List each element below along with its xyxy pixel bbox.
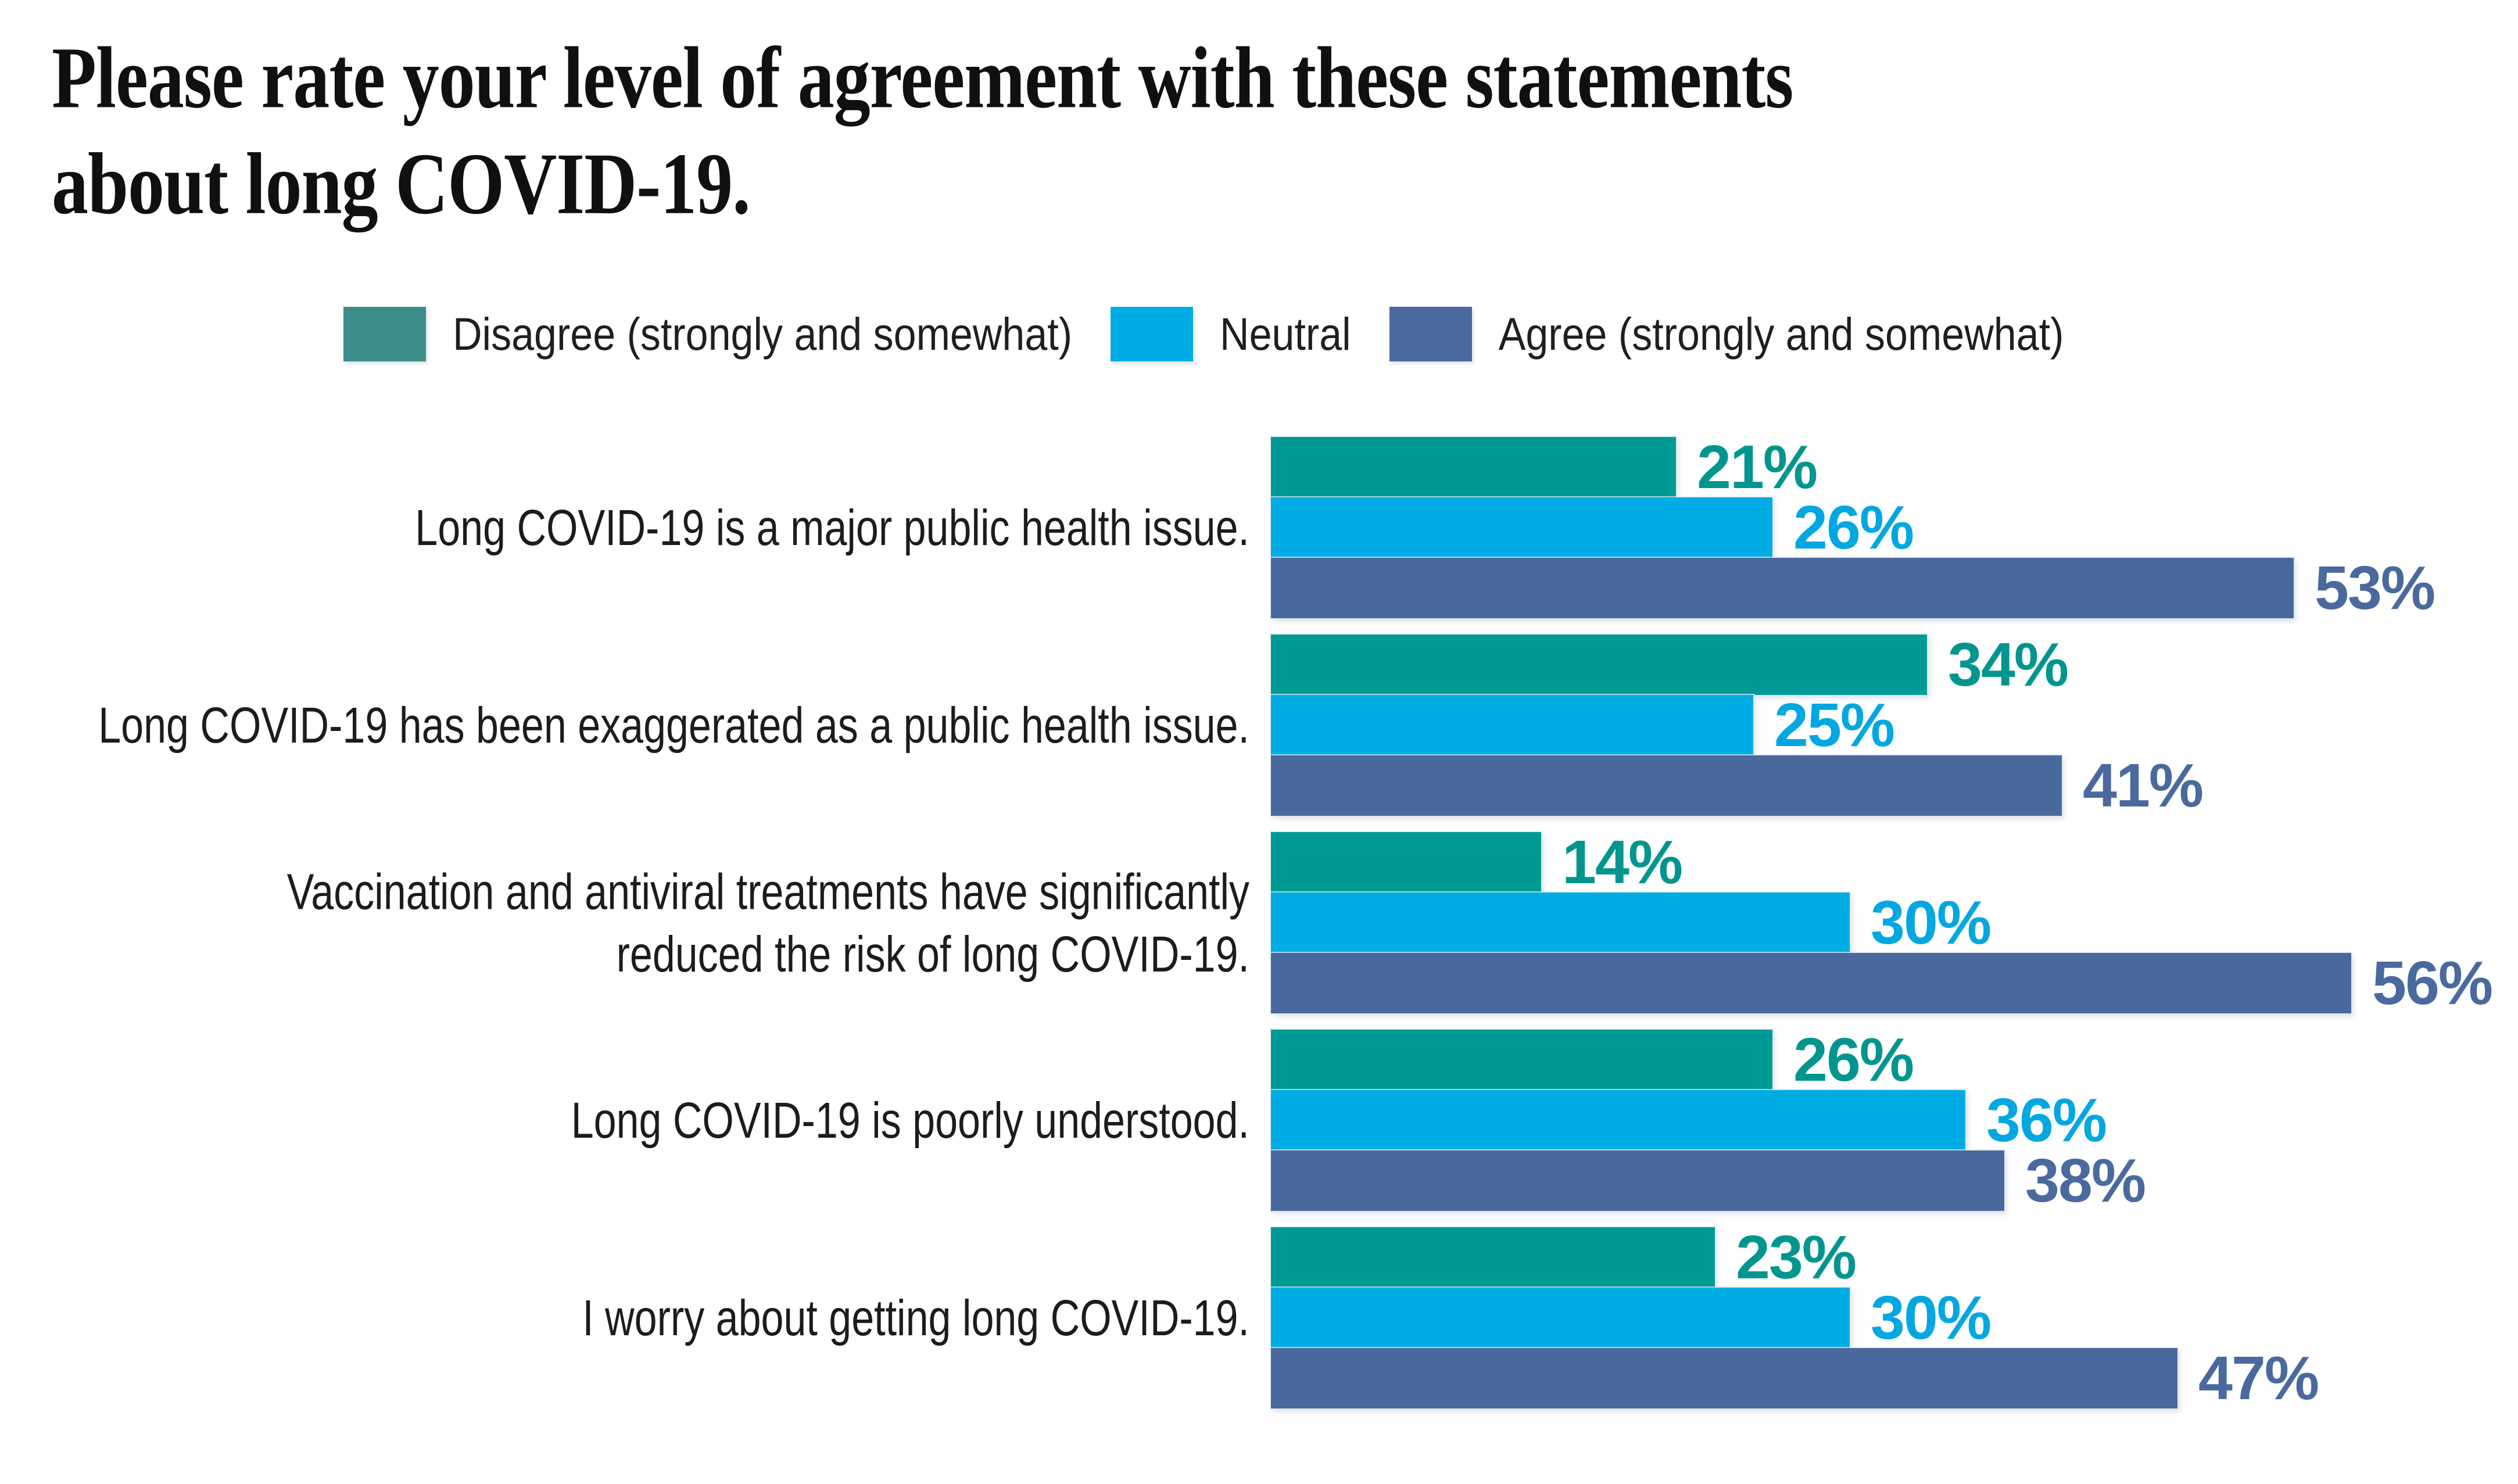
- category-label: Long COVID-19 is poorly understood.: [571, 1092, 1249, 1149]
- bar-value-label: 25%: [1774, 690, 1895, 759]
- bar-agree: [1271, 1348, 2177, 1408]
- bar-value-label: 38%: [2025, 1146, 2146, 1215]
- bar-line: 25%: [1271, 691, 2202, 759]
- chart-title-line1: Please rate your level of agreement with…: [52, 30, 1793, 127]
- category-label: I worry about getting long COVID-19.: [582, 1289, 1249, 1346]
- bar-line: 21%: [1271, 433, 2434, 501]
- bar-group: 26% 36% 38%: [1271, 1026, 2146, 1215]
- bar-line: 14%: [1271, 828, 2492, 897]
- bar-group-row: Long COVID-19 is a major public health i…: [0, 433, 2518, 622]
- bar-line: 30%: [1271, 1284, 2318, 1352]
- bar-value-label: 26%: [1793, 1025, 1914, 1094]
- bar-group: 23% 30% 47%: [1271, 1223, 2319, 1413]
- bar-line: 26%: [1271, 493, 2434, 562]
- bar-group-row: Long COVID-19 has been exaggerated as a …: [0, 630, 2518, 820]
- category-label: Long COVID-19 is a major public health i…: [415, 499, 1249, 556]
- legend-swatch-icon: [1389, 307, 1472, 361]
- bar-line: 34%: [1271, 630, 2202, 699]
- bar-line: 26%: [1271, 1026, 2145, 1094]
- bar-disagree: [1271, 635, 1927, 695]
- category-label: Long COVID-19 has been exaggerated as a …: [98, 697, 1249, 754]
- bar-line: 41%: [1271, 751, 2204, 820]
- chart-title-line2: about long COVID-19.: [52, 135, 751, 233]
- chart-title: Please rate your level of agreement with…: [52, 26, 1793, 238]
- bar-neutral: [1271, 695, 1753, 755]
- bar-group-row: I worry about getting long COVID-19. 23% 3…: [0, 1223, 2518, 1413]
- bar-group: 21% 26% 53%: [1271, 433, 2435, 622]
- bar-value-label: 26%: [1793, 493, 1914, 562]
- bar-neutral: [1271, 497, 1772, 558]
- bar-disagree: [1271, 832, 1541, 892]
- legend-label: Neutral: [1220, 309, 1351, 360]
- legend-item-2: Neutral: [1111, 307, 1351, 361]
- bar-neutral: [1271, 1090, 1965, 1150]
- bar-line: 23%: [1271, 1223, 2318, 1292]
- bar-line: 38%: [1271, 1146, 2146, 1215]
- legend-swatch-icon: [343, 307, 426, 361]
- bar-neutral: [1271, 892, 1850, 953]
- category-label: Vaccination and antiviral treatments hav…: [286, 863, 1249, 983]
- bar-line: 53%: [1271, 554, 2435, 622]
- bar-disagree: [1271, 437, 1676, 497]
- bar-value-label: 14%: [1562, 827, 1683, 897]
- bar-line: 47%: [1271, 1344, 2319, 1413]
- bar-group-row: Long COVID-19 is poorly understood. 26% 36…: [0, 1026, 2518, 1215]
- bar-line: 56%: [1271, 949, 2493, 1017]
- bar-agree: [1271, 1150, 2004, 1211]
- bar-value-label: 53%: [2315, 553, 2435, 622]
- bar-value-label: 36%: [1986, 1085, 2107, 1155]
- legend-item-3: Agree (strongly and somewhat): [1389, 307, 2064, 361]
- bar-value-label: 23%: [1736, 1223, 1857, 1292]
- legend-swatch-icon: [1111, 307, 1194, 361]
- bar-line: 30%: [1271, 888, 2492, 957]
- bar-disagree: [1271, 1227, 1715, 1288]
- legend: Disagree (strongly and somewhat) Neutral A…: [343, 307, 2064, 361]
- bar-value-label: 30%: [1871, 888, 1992, 957]
- bar-neutral: [1271, 1288, 1850, 1348]
- legend-label: Disagree (strongly and somewhat): [453, 309, 1073, 360]
- bar-value-label: 41%: [2083, 751, 2204, 820]
- bar-agree: [1271, 558, 2294, 618]
- bar-value-label: 21%: [1697, 432, 1818, 501]
- bar-agree: [1271, 755, 2062, 816]
- legend-label: Agree (strongly and somewhat): [1498, 309, 2064, 360]
- bar-group: 34% 25% 41%: [1271, 630, 2204, 820]
- bar-value-label: 47%: [2198, 1343, 2319, 1413]
- legend-item-1: Disagree (strongly and somewhat): [343, 307, 1072, 361]
- bar-value-label: 34%: [1948, 630, 2069, 699]
- bar-group-row: Vaccination and antiviral treatments hav…: [0, 828, 2518, 1017]
- bar-line: 36%: [1271, 1086, 2145, 1155]
- bar-value-label: 56%: [2372, 948, 2493, 1017]
- bar-value-label: 30%: [1871, 1283, 1992, 1352]
- bar-disagree: [1271, 1030, 1772, 1090]
- bar-agree: [1271, 953, 2351, 1013]
- bar-group: 14% 30% 56%: [1271, 828, 2493, 1017]
